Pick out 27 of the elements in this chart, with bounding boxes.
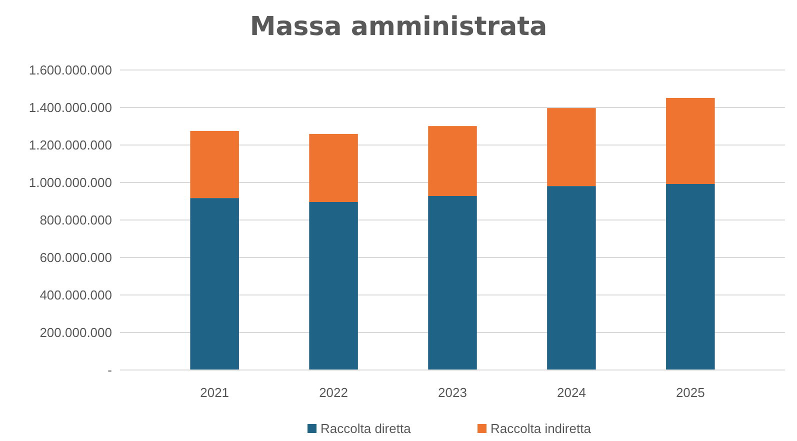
y-tick-label: 800.000.000 [40, 212, 112, 228]
chart-title: Massa amministrata [250, 12, 548, 42]
bar [666, 98, 715, 184]
bar [428, 126, 477, 196]
y-tick-label: 1.600.000.000 [28, 62, 112, 78]
bar [547, 186, 596, 370]
y-tick-label: 200.000.000 [40, 325, 112, 340]
bar [309, 134, 358, 202]
y-tick-label: 1.000.000.000 [28, 175, 112, 190]
bar [666, 184, 715, 370]
x-tick-label: 2025 [676, 385, 705, 400]
bar [547, 108, 596, 186]
y-tick-label: - [108, 362, 112, 378]
y-tick-label: 1.200.000.000 [28, 138, 112, 153]
bar [190, 130, 239, 198]
x-tick-label: 2021 [200, 385, 230, 400]
bar [309, 202, 358, 370]
legend-label: Raccolta diretta [320, 421, 412, 436]
legend-label: Raccolta indiretta [490, 421, 592, 436]
x-tick-label: 2023 [438, 385, 467, 400]
y-tick-label: 600.000.000 [40, 250, 112, 266]
y-tick-label: 1.400.000.000 [28, 100, 112, 116]
x-tick-label: 2024 [557, 385, 586, 400]
bar [428, 196, 477, 370]
y-tick-label: 400.000.000 [40, 288, 112, 303]
bar [190, 198, 239, 370]
x-tick-label: 2022 [319, 385, 348, 400]
